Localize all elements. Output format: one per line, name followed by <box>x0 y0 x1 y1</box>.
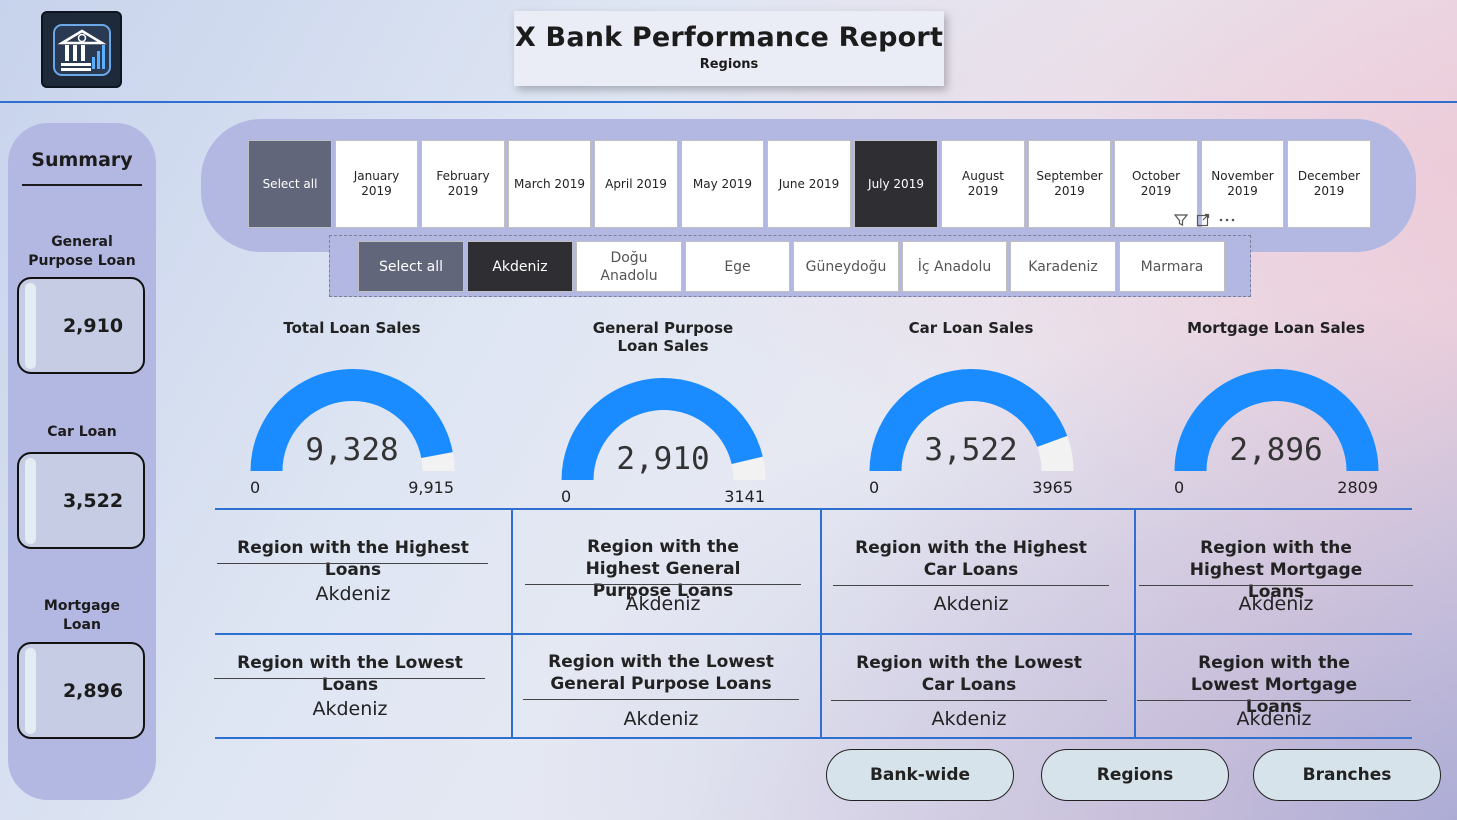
region-button-akdeniz[interactable]: Akdeniz <box>467 241 573 292</box>
lowest-loans-underline <box>214 678 485 679</box>
grid-line-v2 <box>820 508 822 739</box>
branches-button[interactable]: Branches <box>1253 749 1441 801</box>
grid-line-v1 <box>511 508 513 739</box>
grid-line-v3 <box>1134 508 1136 739</box>
lowest-mortgage-loans-title: Region with the Lowest Mortgage Loans <box>1190 653 1358 717</box>
month-button-march[interactable]: March 2019 <box>508 140 591 228</box>
lowest-loans-value: Akdeniz <box>312 698 388 720</box>
highest-mortgage-loans-title: Region with the Highest Mortgage Loans <box>1189 538 1363 602</box>
month-select-all[interactable]: Select all <box>248 140 332 228</box>
summary-label-car-loan: Car Loan <box>47 424 117 440</box>
lowest-gp-loans-title: Region with the Lowest General Purpose L… <box>548 652 774 694</box>
summary-card-mortgage: 2,896 <box>17 642 145 739</box>
month-button-november[interactable]: November 2019 <box>1201 140 1284 228</box>
lowest-gp-loans-underline <box>523 699 799 700</box>
month-button-july[interactable]: July 2019 <box>854 140 938 228</box>
gauge-value-car: 3,522 <box>924 432 1018 468</box>
grid-line-bottom <box>215 737 1412 739</box>
summary-value-mortgage: 2,896 <box>62 679 124 702</box>
gauge-max-mortgage: 2809 <box>1337 478 1378 497</box>
filter-icon[interactable] <box>1173 213 1189 231</box>
summary-title: Summary <box>31 149 133 171</box>
gauge-min-mortgage: 0 <box>1174 478 1185 497</box>
summary-card-general-purpose: 2,910 <box>17 277 145 374</box>
grid-line-top <box>215 508 1412 510</box>
month-button-october[interactable]: October 2019 <box>1114 140 1198 228</box>
summary-label-mortgage: Mortgage Loan <box>43 598 121 633</box>
gauge-title-total: Total Loan Sales <box>283 319 421 337</box>
lowest-loans-title: Region with the Lowest Loans <box>237 653 463 695</box>
grid-line-middle <box>215 633 1412 635</box>
summary-underline <box>22 184 142 186</box>
region-button-marmara[interactable]: Marmara <box>1119 241 1225 292</box>
page-subtitle: Regions <box>699 57 759 72</box>
region-button-karadeniz[interactable]: Karadeniz <box>1010 241 1116 292</box>
bank-icon <box>41 11 122 88</box>
lowest-car-loans-underline <box>831 700 1107 701</box>
header-divider <box>0 101 1457 103</box>
lowest-mortgage-loans-underline <box>1137 700 1411 701</box>
gauge-max-car: 3965 <box>1032 478 1073 497</box>
highest-gp-loans-underline <box>525 584 801 585</box>
gauge-max-total: 9,915 <box>408 478 454 497</box>
summary-value-general-purpose: 2,910 <box>62 314 124 337</box>
bank-wide-button[interactable]: Bank-wide <box>826 749 1014 801</box>
lowest-car-loans-value: Akdeniz <box>931 708 1007 730</box>
gauge-mortgage <box>1174 368 1379 471</box>
highest-loans-title: Region with the Highest Loans <box>237 538 469 580</box>
lowest-gp-loans-value: Akdeniz <box>623 708 699 730</box>
gauge-min-total: 0 <box>250 478 261 497</box>
gauge-fill <box>250 369 453 471</box>
month-button-february[interactable]: February 2019 <box>421 140 505 228</box>
highest-gp-loans-title: Region with the Highest General Purpose … <box>585 537 741 601</box>
summary-value-car-loan: 3,522 <box>62 489 124 512</box>
regions-button[interactable]: Regions <box>1041 749 1229 801</box>
gauge-total <box>250 368 455 471</box>
gauge-general-purpose <box>561 377 766 480</box>
month-button-june[interactable]: June 2019 <box>767 140 851 228</box>
gauge-title-car: Car Loan Sales <box>908 319 1034 337</box>
gauge-fill <box>561 378 763 480</box>
lowest-mortgage-loans-value: Akdeniz <box>1236 708 1312 730</box>
month-button-december[interactable]: December 2019 <box>1287 140 1371 228</box>
report-title-box: X Bank Performance Report Regions <box>514 11 944 86</box>
gauge-title-general-purpose: General Purpose Loan Sales <box>592 319 734 355</box>
region-button-dogu-anadolu[interactable]: Doğu Anadolu <box>576 241 682 292</box>
gauge-value-mortgage: 2,896 <box>1229 432 1323 468</box>
summary-card-car-loan: 3,522 <box>17 452 145 549</box>
region-button-ege[interactable]: Ege <box>685 241 790 292</box>
region-button-ic-anadolu[interactable]: İç Anadolu <box>902 241 1007 292</box>
focus-mode-icon[interactable] <box>1196 213 1210 231</box>
month-button-january[interactable]: January 2019 <box>335 140 418 228</box>
summary-panel: Summary General Purpose Loan 2,910 Car L… <box>8 123 156 800</box>
gauge-fill <box>869 369 1068 471</box>
gauge-title-mortgage: Mortgage Loan Sales <box>1187 319 1365 337</box>
month-button-april[interactable]: April 2019 <box>594 140 678 228</box>
highest-loans-value: Akdeniz <box>315 583 391 605</box>
month-button-may[interactable]: May 2019 <box>681 140 764 228</box>
more-options-icon[interactable] <box>1218 213 1236 231</box>
summary-label-general-purpose: General Purpose Loan <box>28 234 136 269</box>
gauge-max-general-purpose: 3141 <box>724 487 765 506</box>
gauge-min-car: 0 <box>869 478 880 497</box>
highest-car-loans-underline <box>833 585 1109 586</box>
highest-mortgage-loans-value: Akdeniz <box>1238 593 1314 615</box>
gauge-min-general-purpose: 0 <box>561 487 572 506</box>
visual-header-icons <box>1173 213 1250 231</box>
month-button-september[interactable]: September 2019 <box>1028 140 1111 228</box>
gauge-fill <box>1174 368 1379 471</box>
month-button-august[interactable]: August 2019 <box>941 140 1025 228</box>
highest-loans-underline <box>217 563 488 564</box>
page-title: X Bank Performance Report <box>514 22 944 53</box>
gauge-car <box>869 368 1074 471</box>
highest-mortgage-loans-underline <box>1139 585 1413 586</box>
highest-car-loans-title: Region with the Highest Car Loans <box>855 538 1087 580</box>
region-button-guneydogu[interactable]: Güneydoğu <box>793 241 899 292</box>
highest-car-loans-value: Akdeniz <box>933 593 1009 615</box>
lowest-car-loans-title: Region with the Lowest Car Loans <box>856 653 1082 695</box>
highest-gp-loans-value: Akdeniz <box>625 593 701 615</box>
region-select-all[interactable]: Select all <box>358 241 464 292</box>
gauge-value-total: 9,328 <box>305 432 399 468</box>
gauge-value-general-purpose: 2,910 <box>616 441 710 477</box>
